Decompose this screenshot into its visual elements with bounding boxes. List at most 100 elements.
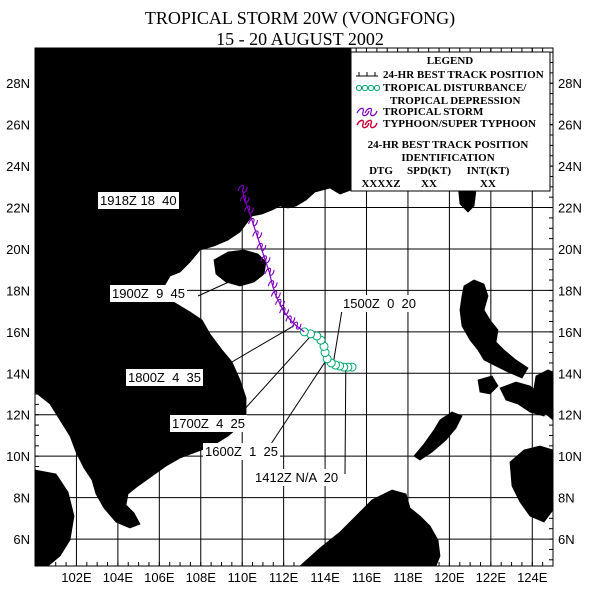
annotation-label: 1700Z 4 25: [172, 416, 245, 431]
lat-label-right: 26N: [558, 118, 582, 133]
storm-position-marker: [264, 267, 275, 276]
lon-label: 122E: [476, 570, 507, 585]
storm-position-marker: [279, 307, 290, 316]
annotation-label-bg: [126, 369, 203, 386]
annotation-label: 1412Z N/A 20: [255, 470, 338, 485]
lat-label-right: 28N: [558, 76, 582, 91]
legend-col-spd: SPD(KT): [407, 165, 451, 177]
legend-item-depression: TROPICAL DEPRESSION: [390, 95, 521, 107]
annotation-label-bg: [170, 415, 247, 432]
annotation-label: 1900Z 9 45: [112, 286, 185, 301]
land-luzon: [459, 279, 529, 379]
lat-label-left: 12N: [6, 408, 30, 423]
lat-label-right: 24N: [558, 159, 582, 174]
lon-label: 110E: [227, 570, 257, 585]
legend-box: [350, 51, 551, 192]
storm-position-marker: [252, 230, 263, 239]
annotation-leader-line: [332, 303, 344, 364]
legend-id-heading-2: IDENTIFICATION: [401, 152, 494, 164]
map-frame: [34, 47, 554, 567]
lon-label: 114E: [310, 570, 340, 585]
lon-label: 112E: [269, 570, 299, 585]
lat-label-right: 18N: [558, 283, 582, 298]
lat-label-left: 24N: [6, 159, 30, 174]
lon-label: 106E: [144, 570, 175, 585]
storm-position-marker: [239, 195, 250, 204]
lat-label-left: 6N: [13, 532, 30, 547]
disturbance-icon: [355, 84, 381, 92]
lon-label: 124E: [517, 570, 548, 585]
annotation-label-bg: [203, 443, 280, 460]
storm-position-marker: [237, 184, 248, 193]
annotation-label: 1800Z 4 35: [128, 370, 201, 385]
lat-label-right: 8N: [558, 491, 575, 506]
lat-label-left: 16N: [6, 325, 30, 340]
storm-position-marker: [243, 205, 254, 214]
annotation-leader-line: [232, 333, 314, 423]
legend-col-dtg: DTG: [369, 165, 393, 177]
lon-label: 118E: [393, 570, 423, 585]
annotation-leader-line: [186, 188, 243, 204]
annotation-leaders: [186, 188, 347, 475]
best-track-icon: [356, 72, 378, 77]
legend-col-int: INT(KT): [467, 165, 510, 177]
land-samar: [533, 369, 554, 421]
annotation-label: 1500Z 0 20: [343, 296, 416, 311]
lat-label-left: 18N: [6, 283, 30, 298]
legend-item-best-track: 24-HR BEST TRACK POSITION: [383, 69, 544, 81]
lat-label-left: 8N: [13, 491, 30, 506]
legend-fmt-dtg: XXXXZ: [361, 178, 400, 190]
legend-fmt-int: XX: [480, 178, 496, 190]
annotation-label-bg: [98, 192, 179, 209]
lat-label-left: 28N: [6, 76, 30, 91]
lat-label-right: 22N: [558, 201, 582, 216]
annotation-label-bg: [341, 295, 418, 312]
map-subtitle: 15 - 20 AUGUST 2002: [216, 29, 384, 49]
lon-label: 108E: [186, 570, 217, 585]
track-storm: [237, 184, 305, 333]
storm-position-marker: [270, 290, 281, 299]
storm-position-marker: [256, 242, 267, 251]
land-hainan: [213, 249, 267, 287]
land-group: [34, 47, 554, 567]
lat-label-right: 10N: [558, 449, 582, 464]
annotation-labels: 1918Z 18 40 1900Z 9 45 1800Z 4 35 1700Z 4 2…: [98, 192, 418, 486]
legend: LEGEND 24-HR BEST TRACK POSITION TROPICA…: [350, 51, 551, 192]
lon-label: 116E: [352, 570, 382, 585]
storm-position-marker: [285, 315, 296, 324]
track-disturbance: [299, 327, 357, 372]
annotation-label-bg: [110, 285, 187, 302]
lon-label: 102E: [61, 570, 92, 585]
lon-label: 120E: [434, 570, 465, 585]
storm-position-marker: [248, 218, 259, 227]
land-mindoro: [477, 375, 499, 395]
lat-label-left: 10N: [6, 449, 30, 464]
storm-position-marker: [260, 255, 271, 264]
lat-label-right: 14N: [558, 366, 582, 381]
legend-fmt-spd: XX: [421, 178, 437, 190]
annotation-leader-line: [266, 358, 328, 451]
lat-label-right: 16N: [558, 325, 582, 340]
storm-position-marker: [267, 280, 278, 289]
storm-position-marker: [291, 321, 302, 330]
annotation-leader-line: [197, 265, 266, 297]
annotation-leader-line: [344, 367, 347, 475]
lat-label-right: 6N: [558, 532, 575, 547]
annotation-leader-line: [207, 325, 295, 377]
typhoon-icon: [356, 119, 378, 129]
lat-label-left: 14N: [6, 366, 30, 381]
legend-id-heading-1: 24-HR BEST TRACK POSITION: [368, 139, 529, 151]
lon-label: 104E: [103, 570, 134, 585]
legend-item-storm: TROPICAL STORM: [383, 106, 484, 118]
lat-label-left: 20N: [6, 242, 30, 257]
annotation-label: 1600Z 1 25: [205, 444, 278, 459]
axis-labels: 102E 104E 106E 108E 110E 112E 114E 116E 118E 120E…: [6, 76, 582, 585]
lat-label-right: 12N: [558, 408, 582, 423]
storm-icon: [356, 107, 378, 117]
legend-item-disturbance: TROPICAL DISTURBANCE/: [383, 82, 527, 94]
annotation-label-bg: [253, 469, 341, 486]
lat-label-left: 26N: [6, 118, 30, 133]
annotation-label: 1918Z 18 40: [100, 193, 177, 208]
